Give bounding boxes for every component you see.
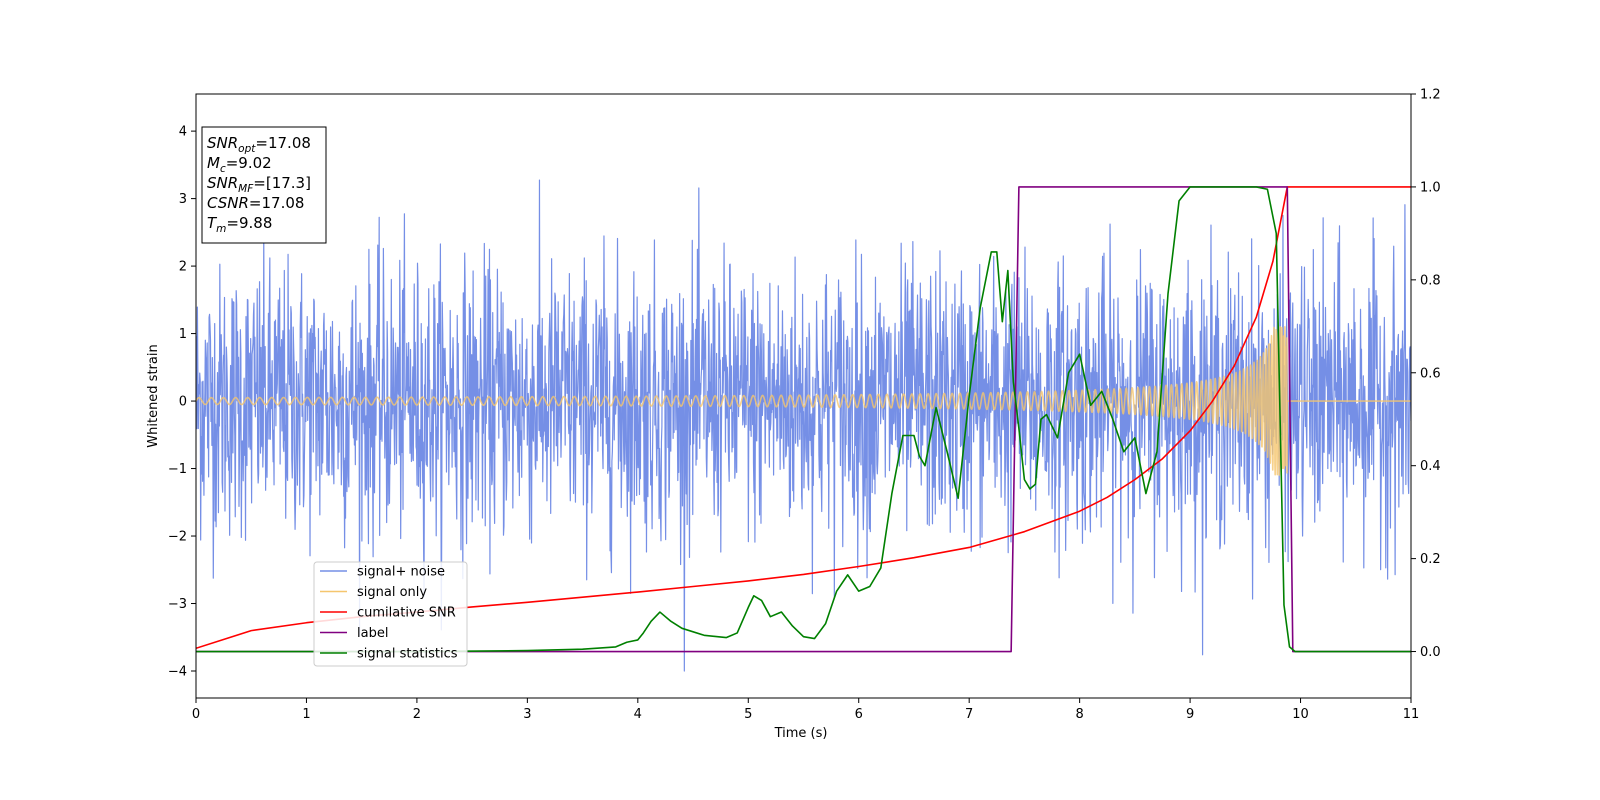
x-tick-label: 4: [634, 707, 642, 722]
y-tick-label: 1: [179, 327, 187, 342]
y2-tick-label: 1.0: [1420, 180, 1441, 195]
y-axis-right: 0.0 0.2 0.4 0.6 0.8 1.0 1.2: [1411, 88, 1441, 660]
stats-line: SNRopt=17.08: [207, 134, 311, 155]
x-tick-label: 1: [302, 707, 310, 722]
stats-line: Mc=9.02: [207, 154, 272, 175]
x-tick-label: 6: [855, 707, 863, 722]
y2-tick-label: 0.4: [1420, 459, 1441, 474]
y-tick-label: −1: [168, 462, 187, 477]
legend: signal+ noise signal only cumilative SNR la…: [313, 561, 468, 667]
y-tick-label: 4: [179, 125, 187, 140]
legend-label-signal-statistics: signal statistics: [357, 647, 458, 662]
x-tick-label: 7: [965, 707, 973, 722]
series-signal-only: [196, 326, 1411, 476]
y-tick-label: −4: [168, 665, 187, 680]
stats-box-frame: [201, 126, 327, 244]
series-layer: [196, 179, 1411, 672]
stats-line: SNRMF=[17.3]: [207, 174, 311, 195]
y2-tick-label: 0.2: [1420, 552, 1441, 567]
x-tick-label: 3: [523, 707, 531, 722]
legend-label-cumilative-snr: cumilative SNR: [357, 606, 456, 621]
x-tick-label: 2: [413, 707, 421, 722]
series-signal-statistics: [196, 186, 1411, 653]
y-tick-label: 3: [179, 192, 187, 207]
y2-tick-label: 0.8: [1420, 273, 1441, 288]
y2-tick-label: 1.2: [1420, 88, 1441, 103]
x-tick-label: 9: [1186, 707, 1194, 722]
legend-frame: [313, 561, 468, 667]
plot-frame: [195, 93, 1412, 699]
y2-tick-label: 0.6: [1420, 366, 1441, 381]
legend-label-signal-only: signal only: [357, 585, 427, 600]
y-tick-label: 2: [179, 260, 187, 275]
stats-line: CSNR=17.08: [207, 194, 304, 212]
x-axis: 0 1 2 3 4 5 6 7 8 9 10 11: [192, 698, 1419, 722]
x-tick-label: 11: [1403, 707, 1420, 722]
y-tick-label: −2: [168, 530, 187, 545]
y-tick-label: 0: [179, 395, 187, 410]
y-axis-left: −4 −3 −2 −1 0 1 2 3 4: [168, 125, 196, 680]
x-axis-label: Time (s): [774, 726, 828, 741]
legend-label-signal-noise: signal+ noise: [357, 565, 445, 580]
y-tick-label: −3: [168, 597, 187, 612]
x-tick-label: 5: [744, 707, 752, 722]
legend-label-label: label: [357, 626, 388, 641]
x-tick-label: 0: [192, 707, 200, 722]
stats-line: Tm=9.88: [207, 214, 272, 235]
x-tick-label: 8: [1075, 707, 1083, 722]
stats-box: SNRopt=17.08Mc=9.02SNRMF=[17.3]CSNR=17.0…: [201, 126, 327, 244]
y2-tick-label: 0.0: [1420, 645, 1441, 660]
x-tick-label: 10: [1292, 707, 1309, 722]
y-axis-label: Whitened strain: [146, 344, 161, 447]
